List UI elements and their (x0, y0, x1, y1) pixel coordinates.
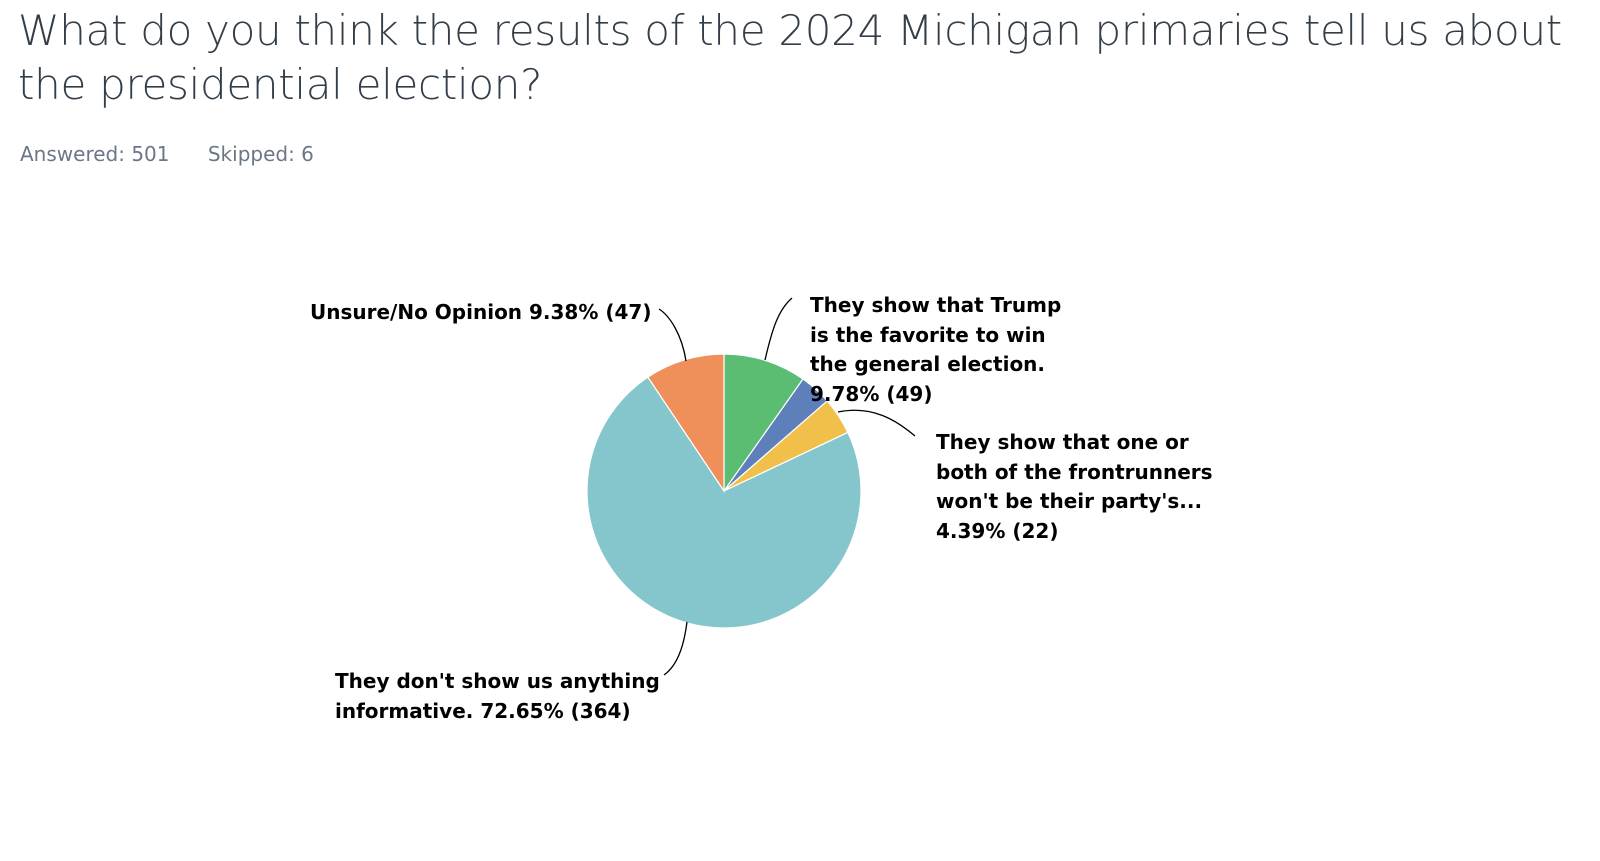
slice-trump-favorite (723, 353, 804, 493)
response-stats: Answered: 501 Skipped: 6 (20, 142, 314, 166)
slice-label-nothing-informative: They don't show us anything informative.… (335, 669, 660, 723)
leader-line-unsure (658, 308, 687, 362)
skipped-count: Skipped: 6 (207, 142, 314, 166)
slice-unsure (647, 353, 725, 493)
slice-label-trump-favorite: They show that Trump is the favorite to … (810, 293, 1062, 406)
leader-line-nothing-informative (663, 621, 688, 676)
slice-label-unsure: Unsure/No Opinion 9.38% (47) (310, 300, 652, 324)
slice-label-frontrunners: They show that one or both of the frontr… (936, 430, 1213, 543)
leader-line-frontrunners (837, 409, 916, 437)
question-title: What do you think the results of the 202… (18, 6, 1562, 109)
answered-count: Answered: 501 (20, 142, 170, 166)
leader-line-trump-favorite (764, 297, 793, 361)
